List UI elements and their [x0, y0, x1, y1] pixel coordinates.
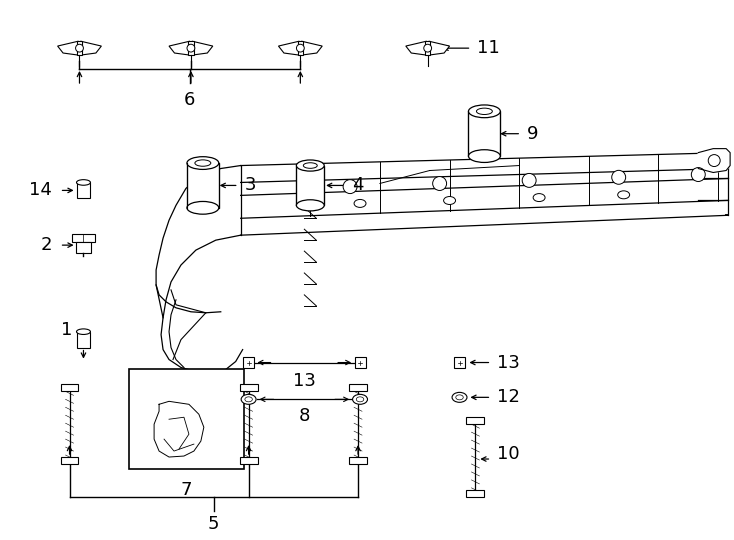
Text: 7: 7 [181, 481, 192, 499]
Circle shape [432, 177, 446, 191]
Circle shape [187, 44, 195, 52]
Polygon shape [302, 41, 322, 55]
Polygon shape [81, 41, 101, 55]
Text: 13: 13 [293, 373, 316, 390]
Text: 2: 2 [40, 236, 51, 254]
Text: 11: 11 [477, 39, 500, 57]
Polygon shape [406, 41, 426, 55]
Ellipse shape [297, 200, 324, 211]
Polygon shape [169, 41, 190, 55]
Bar [240, 384, 258, 391]
Text: 14: 14 [29, 181, 51, 199]
Bar [349, 384, 367, 391]
Ellipse shape [245, 397, 252, 402]
Circle shape [297, 44, 305, 52]
Text: 8: 8 [299, 407, 310, 426]
Ellipse shape [533, 194, 545, 201]
Bar [76, 242, 92, 253]
Ellipse shape [468, 150, 501, 163]
Ellipse shape [241, 394, 256, 404]
Polygon shape [298, 41, 303, 55]
Ellipse shape [443, 197, 456, 205]
Polygon shape [154, 401, 204, 457]
Polygon shape [425, 41, 430, 55]
Text: 6: 6 [184, 91, 195, 109]
Text: 9: 9 [527, 125, 539, 143]
Circle shape [522, 173, 536, 187]
Bar [467, 490, 484, 497]
Polygon shape [278, 41, 299, 55]
Polygon shape [189, 41, 194, 55]
Ellipse shape [187, 201, 219, 214]
Bar [467, 417, 484, 424]
Circle shape [691, 167, 705, 181]
Bar [187, 163, 219, 208]
Bar [76, 183, 90, 198]
Text: 10: 10 [498, 445, 520, 463]
Polygon shape [698, 148, 730, 172]
Ellipse shape [452, 393, 467, 402]
Ellipse shape [187, 157, 219, 170]
Ellipse shape [303, 163, 317, 168]
Ellipse shape [356, 397, 364, 402]
Polygon shape [192, 41, 213, 55]
Ellipse shape [297, 160, 324, 171]
Bar [349, 457, 367, 464]
Bar [454, 357, 465, 368]
Text: 12: 12 [498, 388, 520, 406]
Polygon shape [57, 41, 79, 55]
Ellipse shape [195, 160, 211, 166]
Circle shape [76, 44, 84, 52]
Ellipse shape [476, 108, 493, 114]
Bar [73, 234, 95, 242]
Ellipse shape [352, 394, 368, 404]
Text: 3: 3 [244, 177, 256, 194]
Bar [355, 357, 366, 368]
Text: 1: 1 [61, 321, 72, 339]
Polygon shape [77, 41, 82, 55]
Bar [129, 369, 244, 469]
Ellipse shape [468, 105, 501, 118]
Bar [61, 384, 79, 391]
Bar [468, 111, 501, 156]
Ellipse shape [76, 329, 90, 334]
Circle shape [708, 154, 720, 166]
Bar [240, 457, 258, 464]
Circle shape [611, 170, 625, 184]
Polygon shape [429, 41, 449, 55]
Circle shape [343, 180, 357, 193]
Circle shape [424, 44, 432, 52]
Bar [61, 457, 79, 464]
Ellipse shape [354, 199, 366, 207]
Text: 13: 13 [498, 354, 520, 372]
Text: 4: 4 [352, 177, 363, 194]
Ellipse shape [456, 395, 463, 400]
Ellipse shape [618, 191, 630, 199]
Bar [243, 357, 254, 368]
Bar [76, 332, 90, 348]
Text: 5: 5 [208, 515, 219, 533]
Bar [297, 166, 324, 205]
Ellipse shape [76, 180, 90, 185]
